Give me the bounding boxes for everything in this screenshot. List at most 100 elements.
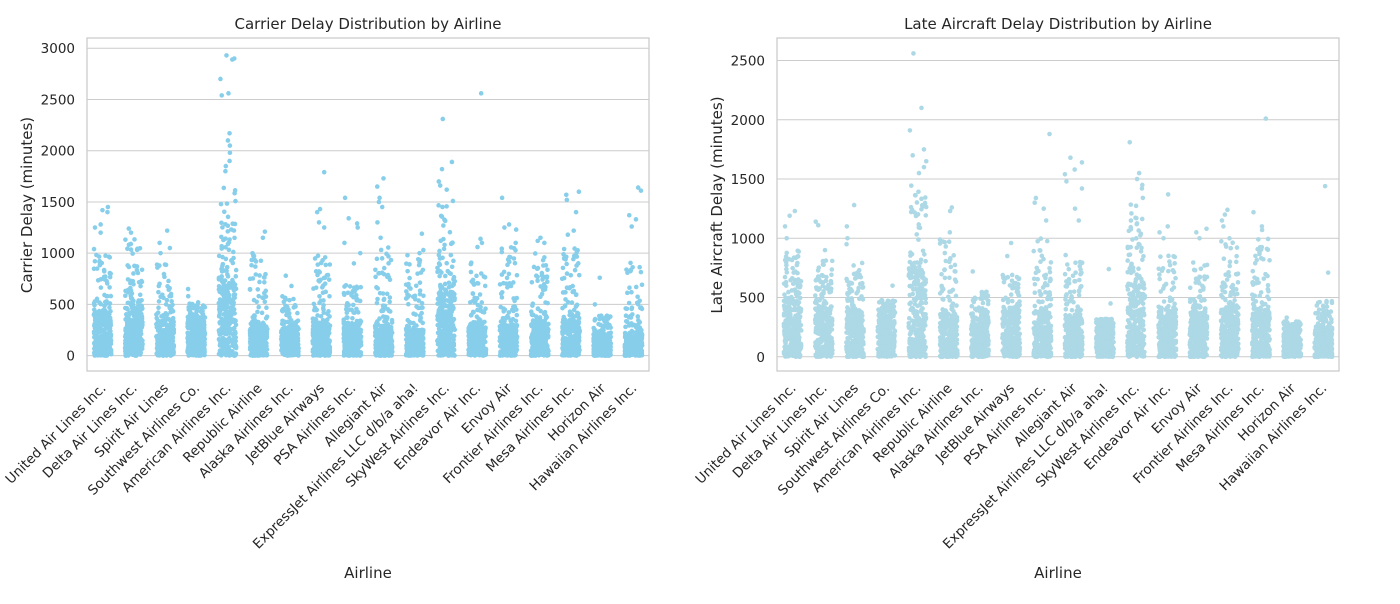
data-point [157,353,162,358]
data-point [229,283,234,288]
data-point [265,330,270,335]
data-point [450,160,455,165]
data-point [159,328,164,333]
data-point [263,351,268,356]
data-point [136,298,141,303]
data-point [469,279,474,284]
data-point [259,258,264,263]
data-point [292,320,297,325]
data-point [322,332,327,337]
data-point [474,274,479,279]
data-point [292,305,297,310]
data-point [124,346,129,351]
data-point [415,271,420,276]
data-point [385,292,390,297]
data-point [233,331,238,336]
data-point [164,302,169,307]
data-point [186,287,191,292]
data-point [474,348,479,353]
data-point [327,294,332,299]
data-point [530,303,535,308]
data-point [231,340,236,345]
data-point [451,282,456,287]
data-point [512,246,517,251]
data-point [224,290,229,295]
data-point [451,342,456,347]
data-point [283,273,288,278]
data-point [107,323,112,328]
data-point [165,312,170,317]
data-point [480,241,485,246]
data-point [225,229,230,234]
data-point [232,288,237,293]
data-point [167,294,172,299]
data-point [534,320,539,325]
data-point [195,341,200,346]
data-point [224,164,229,169]
data-point [375,220,380,225]
data-point [446,350,451,355]
data-point [227,237,232,242]
data-point [170,330,175,335]
data-point [255,310,260,315]
data-point [418,280,423,285]
data-point [354,346,359,351]
data-point [390,318,395,323]
data-point [421,248,426,253]
data-point [260,322,265,327]
data-point [386,245,391,250]
data-point [130,251,135,256]
data-point [501,281,506,286]
data-point [316,328,321,333]
data-point [264,316,269,321]
data-point [500,196,505,201]
data-point [295,325,300,330]
data-point [388,295,393,300]
data-point [483,327,488,332]
data-point [444,187,449,192]
data-point [99,261,104,266]
data-point [224,295,229,300]
data-point [358,321,363,326]
data-point [478,333,483,338]
data-point [282,340,287,345]
data-point [108,309,113,314]
data-point [311,320,316,325]
data-point [93,299,98,304]
data-point [373,330,378,335]
data-point [104,279,109,284]
data-point [410,327,415,332]
data-point [514,333,519,338]
data-point [375,257,380,262]
data-point [160,292,165,297]
data-point [375,350,380,355]
data-point [505,336,510,341]
data-point [507,255,512,260]
data-point [107,351,112,356]
data-point [420,328,425,333]
data-point [376,322,381,327]
data-point [414,304,419,309]
data-point [126,226,131,231]
data-point [125,307,130,312]
data-point [201,328,206,333]
data-point [97,353,102,358]
data-point [156,290,161,295]
data-point [321,318,326,323]
data-point [342,241,347,246]
data-point [290,326,295,331]
data-point [478,237,483,242]
data-point [540,277,545,282]
data-point [131,310,136,315]
data-point [222,338,227,343]
data-point [407,276,412,281]
data-point [280,346,285,351]
data-point [310,339,315,344]
data-point [359,340,364,345]
data-point [381,353,386,358]
data-point [248,277,253,282]
data-point [536,266,541,271]
data-point [254,299,259,304]
data-point [292,350,297,355]
data-point [133,335,138,340]
